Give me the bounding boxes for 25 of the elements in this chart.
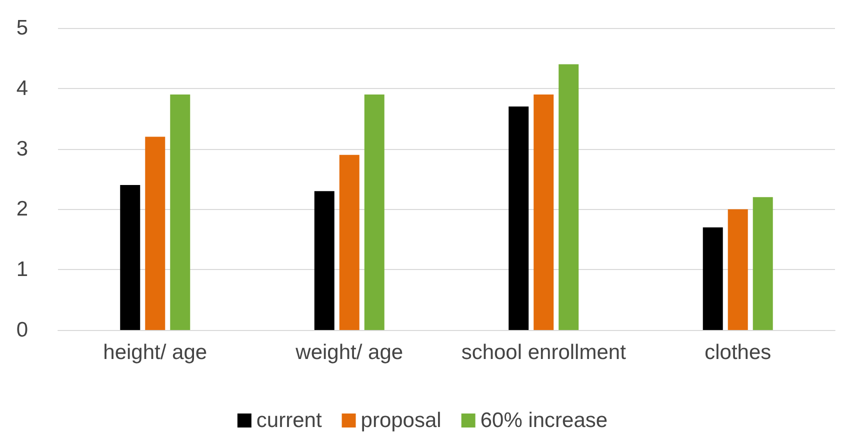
bar [534,94,554,330]
x-tick-label: weight/ age [294,341,404,364]
bar [508,106,529,330]
bar [702,227,723,330]
bar [314,191,334,330]
bar [728,209,748,330]
y-tick-label: 4 [16,76,28,100]
y-tick-label: 1 [16,258,28,282]
bar [170,94,190,330]
bar [752,197,773,330]
bar [120,185,140,330]
legend-label: proposal [360,409,442,432]
y-tick-label: 3 [16,137,28,160]
x-tick-label: school enrollment [461,341,626,364]
y-tick-label: 5 [16,16,28,40]
x-tick-label: clothes [704,341,772,364]
bar [364,94,384,330]
x-tick-label: height/ age [103,341,208,364]
bar [339,154,360,330]
y-tick-label: 2 [16,198,28,221]
legend-label: 60% increase [480,409,608,432]
bar [145,136,166,330]
legend-label: current [256,409,322,432]
y-tick-label: 0 [16,318,28,342]
bar [558,64,579,330]
